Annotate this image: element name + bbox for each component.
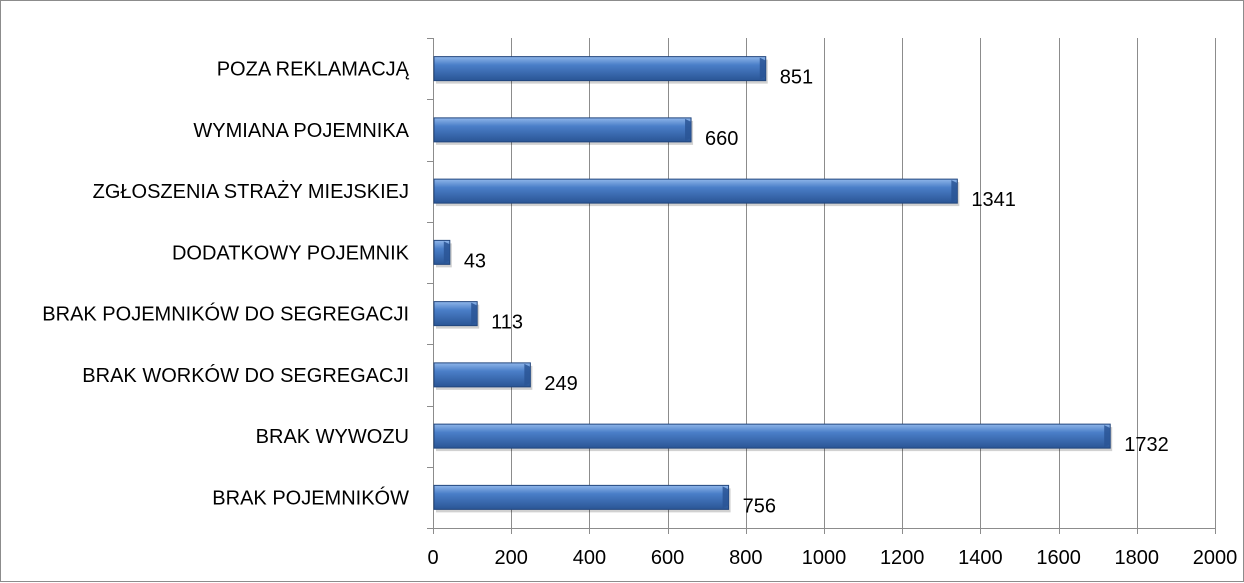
x-tick-label: 2000 xyxy=(1193,547,1238,569)
data-label: 43 xyxy=(464,250,486,272)
category-label: BRAK WYWOZU xyxy=(256,426,409,448)
bar-group xyxy=(433,423,1113,452)
bar-end-cap xyxy=(1104,425,1111,448)
bar xyxy=(433,56,767,82)
category-label: WYMIANA POJEMNIKA xyxy=(193,120,409,142)
x-tick-label: 1000 xyxy=(802,547,847,569)
bar xyxy=(433,301,478,327)
bar-group xyxy=(433,117,694,145)
bar-end-cap xyxy=(722,486,729,509)
x-tick-label: 1800 xyxy=(1115,547,1160,569)
x-tick-label: 1600 xyxy=(1036,547,1081,569)
bar-group xyxy=(433,239,452,268)
bar-end-cap xyxy=(524,363,531,386)
data-label: 113 xyxy=(491,312,523,334)
axes xyxy=(427,38,1216,534)
bar xyxy=(433,484,730,510)
category-label: DODATKOWY POJEMNIK xyxy=(172,242,410,264)
bar xyxy=(433,362,531,388)
bar-end-cap xyxy=(685,118,692,141)
category-label: POZA REKLAMACJĄ xyxy=(217,59,410,81)
bar-group xyxy=(433,362,533,390)
bar-group xyxy=(433,178,960,207)
x-tick-label: 1400 xyxy=(958,547,1003,569)
labels: 0 200 400 600 800 1000 1200 1400 1600 1800 2000 756… xyxy=(42,59,1237,569)
x-tick-label: 0 xyxy=(427,547,438,569)
bar-end-cap xyxy=(443,241,450,264)
bar-end-cap xyxy=(471,302,478,325)
data-label: 1732 xyxy=(1124,434,1169,456)
x-tick-label: 400 xyxy=(573,547,606,569)
bar xyxy=(433,117,692,143)
data-label: 851 xyxy=(780,67,813,89)
category-label: BRAK POJEMNIKÓW DO SEGREGACJI xyxy=(42,303,409,326)
bar-end-cap xyxy=(759,57,766,80)
x-tick-label: 1200 xyxy=(880,547,925,569)
bar-end-cap xyxy=(951,180,958,203)
bars xyxy=(433,56,1113,513)
bar-group xyxy=(433,484,731,513)
data-label: 1341 xyxy=(971,189,1016,211)
category-label: BRAK WORKÓW DO SEGREGACJI xyxy=(82,364,409,387)
x-tick-label: 800 xyxy=(729,547,762,569)
bar xyxy=(433,178,958,204)
x-tick-label: 200 xyxy=(495,547,528,569)
data-label: 249 xyxy=(544,373,577,395)
grid-lines xyxy=(511,38,1216,528)
category-label: ZGŁOSZENIA STRAŻY MIEJSKIEJ xyxy=(93,180,409,203)
bar-group xyxy=(433,301,480,329)
category-label: BRAK POJEMNIKÓW xyxy=(212,486,409,509)
data-label: 756 xyxy=(743,495,776,517)
x-tick-label: 600 xyxy=(651,547,684,569)
bar xyxy=(433,423,1111,449)
data-label: 660 xyxy=(705,128,738,150)
bar-group xyxy=(433,56,768,84)
